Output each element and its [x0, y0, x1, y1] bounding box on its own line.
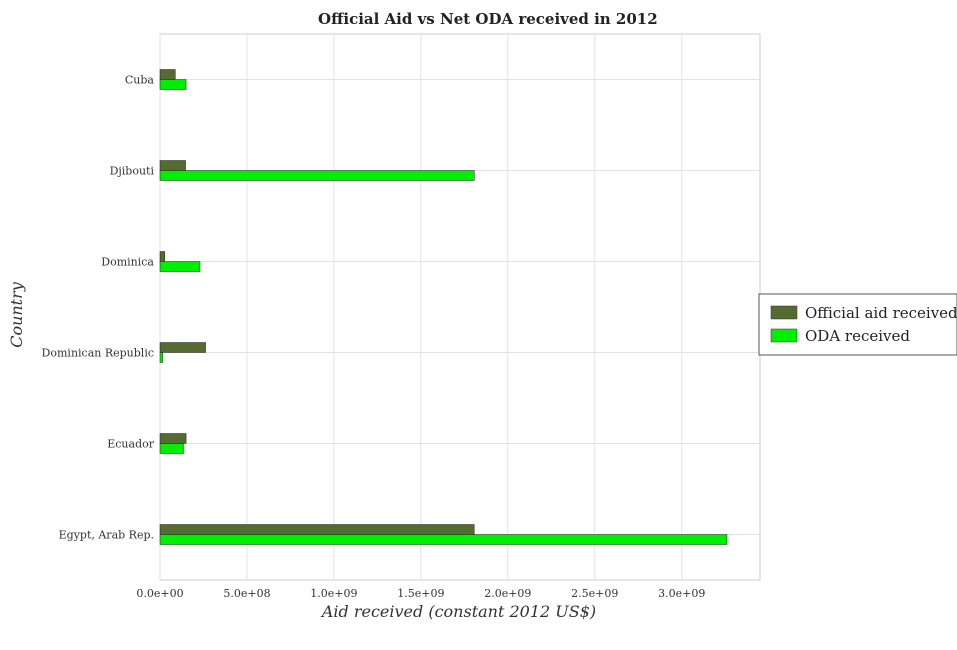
x-tick-label: 1.5e+09 [397, 587, 444, 600]
legend-swatch-official-aid [770, 305, 798, 320]
oda-bar-dominica [159, 261, 201, 272]
y-axis-ticks: Cuba Djibouti Dominica Dominican Republic Ec… [42, 74, 155, 542]
y-tick-label: Djibouti [110, 165, 155, 178]
legend-label-oda: ODA received [805, 327, 910, 345]
chart-title: Official Aid vs Net ODA received in 2012 [318, 10, 658, 28]
x-tick-label: 2.0e+09 [484, 587, 531, 600]
y-tick-label: Dominican Republic [42, 347, 154, 360]
x-tick-label: 3.0e+09 [658, 587, 705, 600]
oda-bar-cuba [159, 79, 187, 90]
oda-bar-egypt-arab-rep [159, 534, 728, 545]
plot-background [159, 33, 761, 581]
legend: Official aid received ODA received [758, 293, 957, 356]
x-axis-ticks: 0.0e+00 5.0e+08 1.0e+09 1.5e+09 2.0e+09 2.5e+… [136, 587, 705, 600]
y-tick-label: Cuba [125, 74, 155, 87]
oda-bar-dominican-republic [159, 352, 163, 363]
y-tick-label: Dominica [101, 256, 154, 269]
official-aid-bar-ecuador [159, 433, 187, 444]
oda-bar-ecuador [159, 443, 184, 454]
legend-label-official-aid: Official aid received [805, 304, 957, 322]
x-tick-label: 2.5e+09 [571, 587, 618, 600]
official-aid-bar-djibouti [159, 160, 186, 171]
y-tick-label: Egypt, Arab Rep. [59, 529, 154, 542]
legend-box [758, 293, 957, 356]
x-tick-label: 5.0e+08 [223, 587, 270, 600]
x-tick-label: 1.0e+09 [310, 587, 357, 600]
x-tick-label: 0.0e+00 [136, 587, 183, 600]
x-axis-label: Aid received (constant 2012 US$) [320, 602, 596, 621]
oda-bar-djibouti [159, 170, 475, 181]
official-aid-bar-dominica [159, 251, 165, 262]
bars [159, 69, 728, 545]
official-aid-bar-egypt-arab-rep [159, 524, 475, 535]
y-axis-label: Country [7, 281, 26, 348]
plot-area [159, 33, 761, 581]
official-aid-bar-dominican-republic [159, 342, 206, 353]
official-aid-bar-cuba [159, 69, 176, 80]
y-tick-label: Ecuador [107, 438, 154, 451]
legend-swatch-oda [770, 328, 798, 343]
